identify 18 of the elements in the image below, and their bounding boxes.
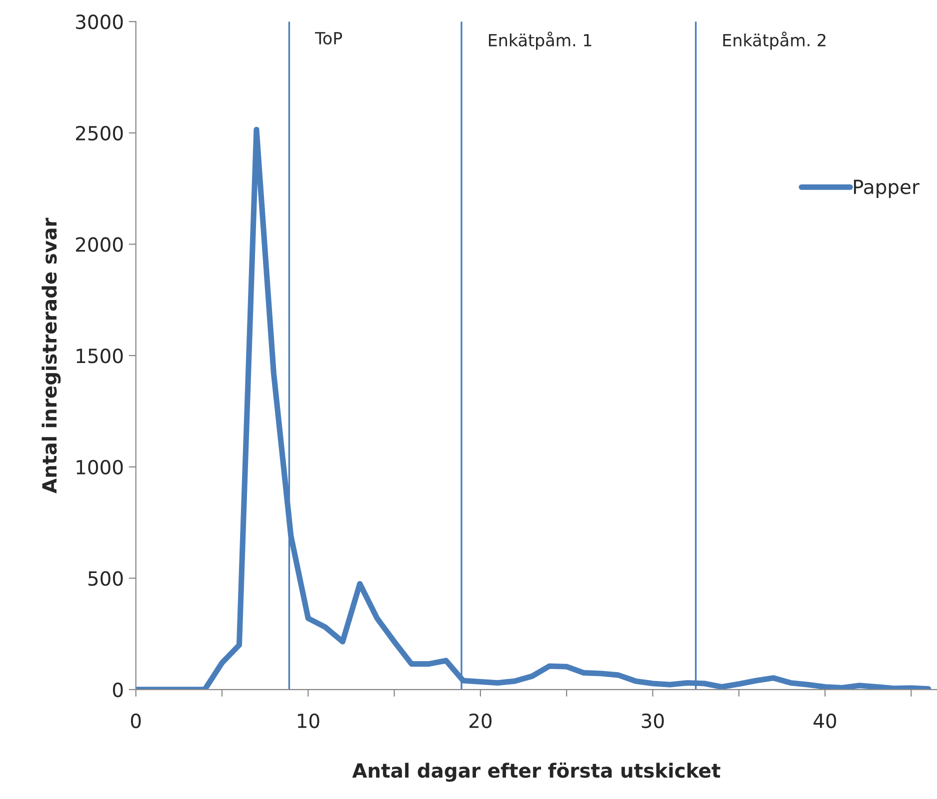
ref-line-label: Enkätpåm. 1 [488,32,592,50]
x-tick-label: 20 [469,713,492,728]
y-tick-label: 0 [112,682,123,698]
x-tick-label: 10 [298,713,320,728]
ref-line-label: Enkätpåm. 2 [723,32,826,50]
ref-line-label: ToP [314,32,342,44]
y-tick-label: 1500 [76,348,123,364]
x-tick-label: 40 [814,713,836,728]
y-tick-label: 3000 [76,14,123,30]
x-tick-label: 30 [642,713,664,728]
y-tick-label: 500 [88,571,123,586]
y-tick-label: 2500 [76,126,123,141]
y-axis-title: Antal inregistrerade svar [42,218,61,494]
y-tick-label: 2000 [76,237,123,252]
x-axis-title: Antal dagar efter första utskicket [352,762,720,782]
legend-label: Papper [854,180,920,198]
y-tick-label: 1000 [76,460,123,475]
x-tick-label: 0 [130,713,141,728]
